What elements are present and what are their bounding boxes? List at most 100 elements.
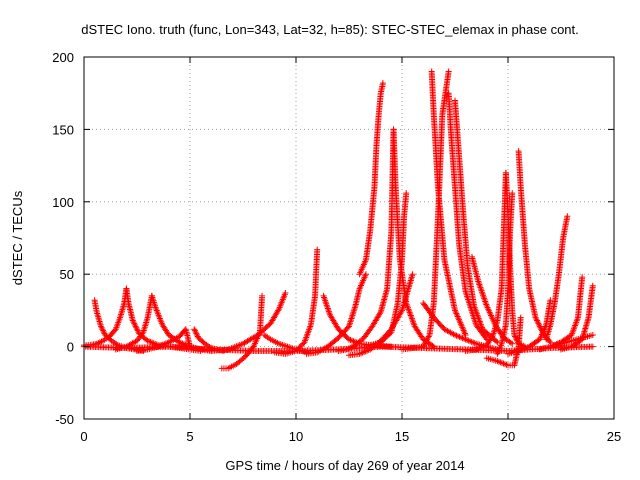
data-point [324,305,331,312]
data-point [323,300,330,307]
data-point [192,329,199,336]
data-point [481,295,488,302]
data-point [324,303,331,310]
data-point [314,246,321,253]
data-point [325,307,332,314]
x-tick-label: 15 [395,429,409,444]
data-point [462,288,469,295]
data-point [322,299,329,306]
data-point [493,338,500,345]
data-point [194,332,201,339]
data-point [398,308,405,315]
data-point [131,320,138,327]
data-point [476,281,483,288]
data-point [409,271,416,278]
data-point [132,323,139,330]
chart-title: dSTEC Iono. truth (func, Lon=343, Lat=32… [81,22,579,37]
data-point [131,321,138,328]
data-point [463,290,470,297]
x-tick-label: 5 [186,429,193,444]
y-tick-label: 0 [67,340,74,355]
data-point [323,302,330,309]
data-point [134,327,141,334]
data-point [509,340,516,347]
data-point [482,298,489,305]
data-point [579,274,586,281]
data-point [482,335,489,342]
data-point [445,68,452,75]
data-point [322,297,329,304]
data-point [511,332,518,339]
data-point [475,279,482,286]
data-point [193,330,200,337]
y-tick-label: -50 [55,412,74,427]
data-point [589,332,596,339]
data-point [464,293,471,300]
x-tick-label: 0 [80,429,87,444]
data-point [282,290,289,297]
data-point [320,292,327,299]
ticks: 0 5 10 15 20 25 -50 0 50 100 150 200 [52,50,621,444]
data-point [97,323,104,330]
data-point [536,321,543,328]
x-tick-label: 10 [289,429,303,444]
data-point [536,323,543,330]
y-tick-label: 100 [52,195,74,210]
data-point [533,317,540,324]
data-point [134,326,140,333]
data-point [321,296,328,303]
data-point [425,333,432,340]
data-point [589,282,596,289]
y-tick-label: 150 [52,122,74,137]
data-point [480,293,487,300]
x-tick-label: 20 [501,429,515,444]
x-axis-label: GPS time / hours of day 269 of year 2014 [225,458,464,473]
data-point [509,190,516,197]
data-point [479,289,486,296]
data-point [479,290,486,297]
data-point [517,314,524,321]
data-point [532,314,539,321]
data-point [139,330,146,337]
data-point [535,320,542,327]
data-point [403,190,410,197]
data-point [321,294,328,301]
y-tick-label: 200 [52,50,74,65]
x-tick-label: 25 [607,429,621,444]
data-point [275,307,282,314]
data-point [191,327,198,334]
data-point [564,213,571,220]
data-point [476,283,483,290]
data-point [376,310,383,317]
data-point [379,80,386,87]
data-point [507,339,514,346]
plot-frame [83,56,615,420]
data-point [463,291,470,298]
data-point [534,318,541,325]
data-point [259,292,266,299]
data-point [129,317,136,324]
data-point [589,343,596,350]
data-point [478,287,485,294]
data-point [477,284,484,291]
data-point [100,329,107,336]
data-point [100,327,107,334]
data-point [546,338,553,345]
grid [84,57,614,419]
data-point [133,324,140,331]
data-point [477,286,484,293]
data-point [489,333,496,340]
data-point [191,326,198,333]
data-point [362,271,369,278]
data-point [533,316,540,323]
y-tick-label: 50 [60,267,74,282]
data-point [512,334,519,341]
data-point [130,318,137,325]
data-point [481,296,488,303]
data-point [480,292,487,299]
y-axis-label: dSTEC / TECUs [10,190,25,285]
data-points [81,68,596,372]
data-point [99,326,106,333]
data-point [98,324,105,331]
